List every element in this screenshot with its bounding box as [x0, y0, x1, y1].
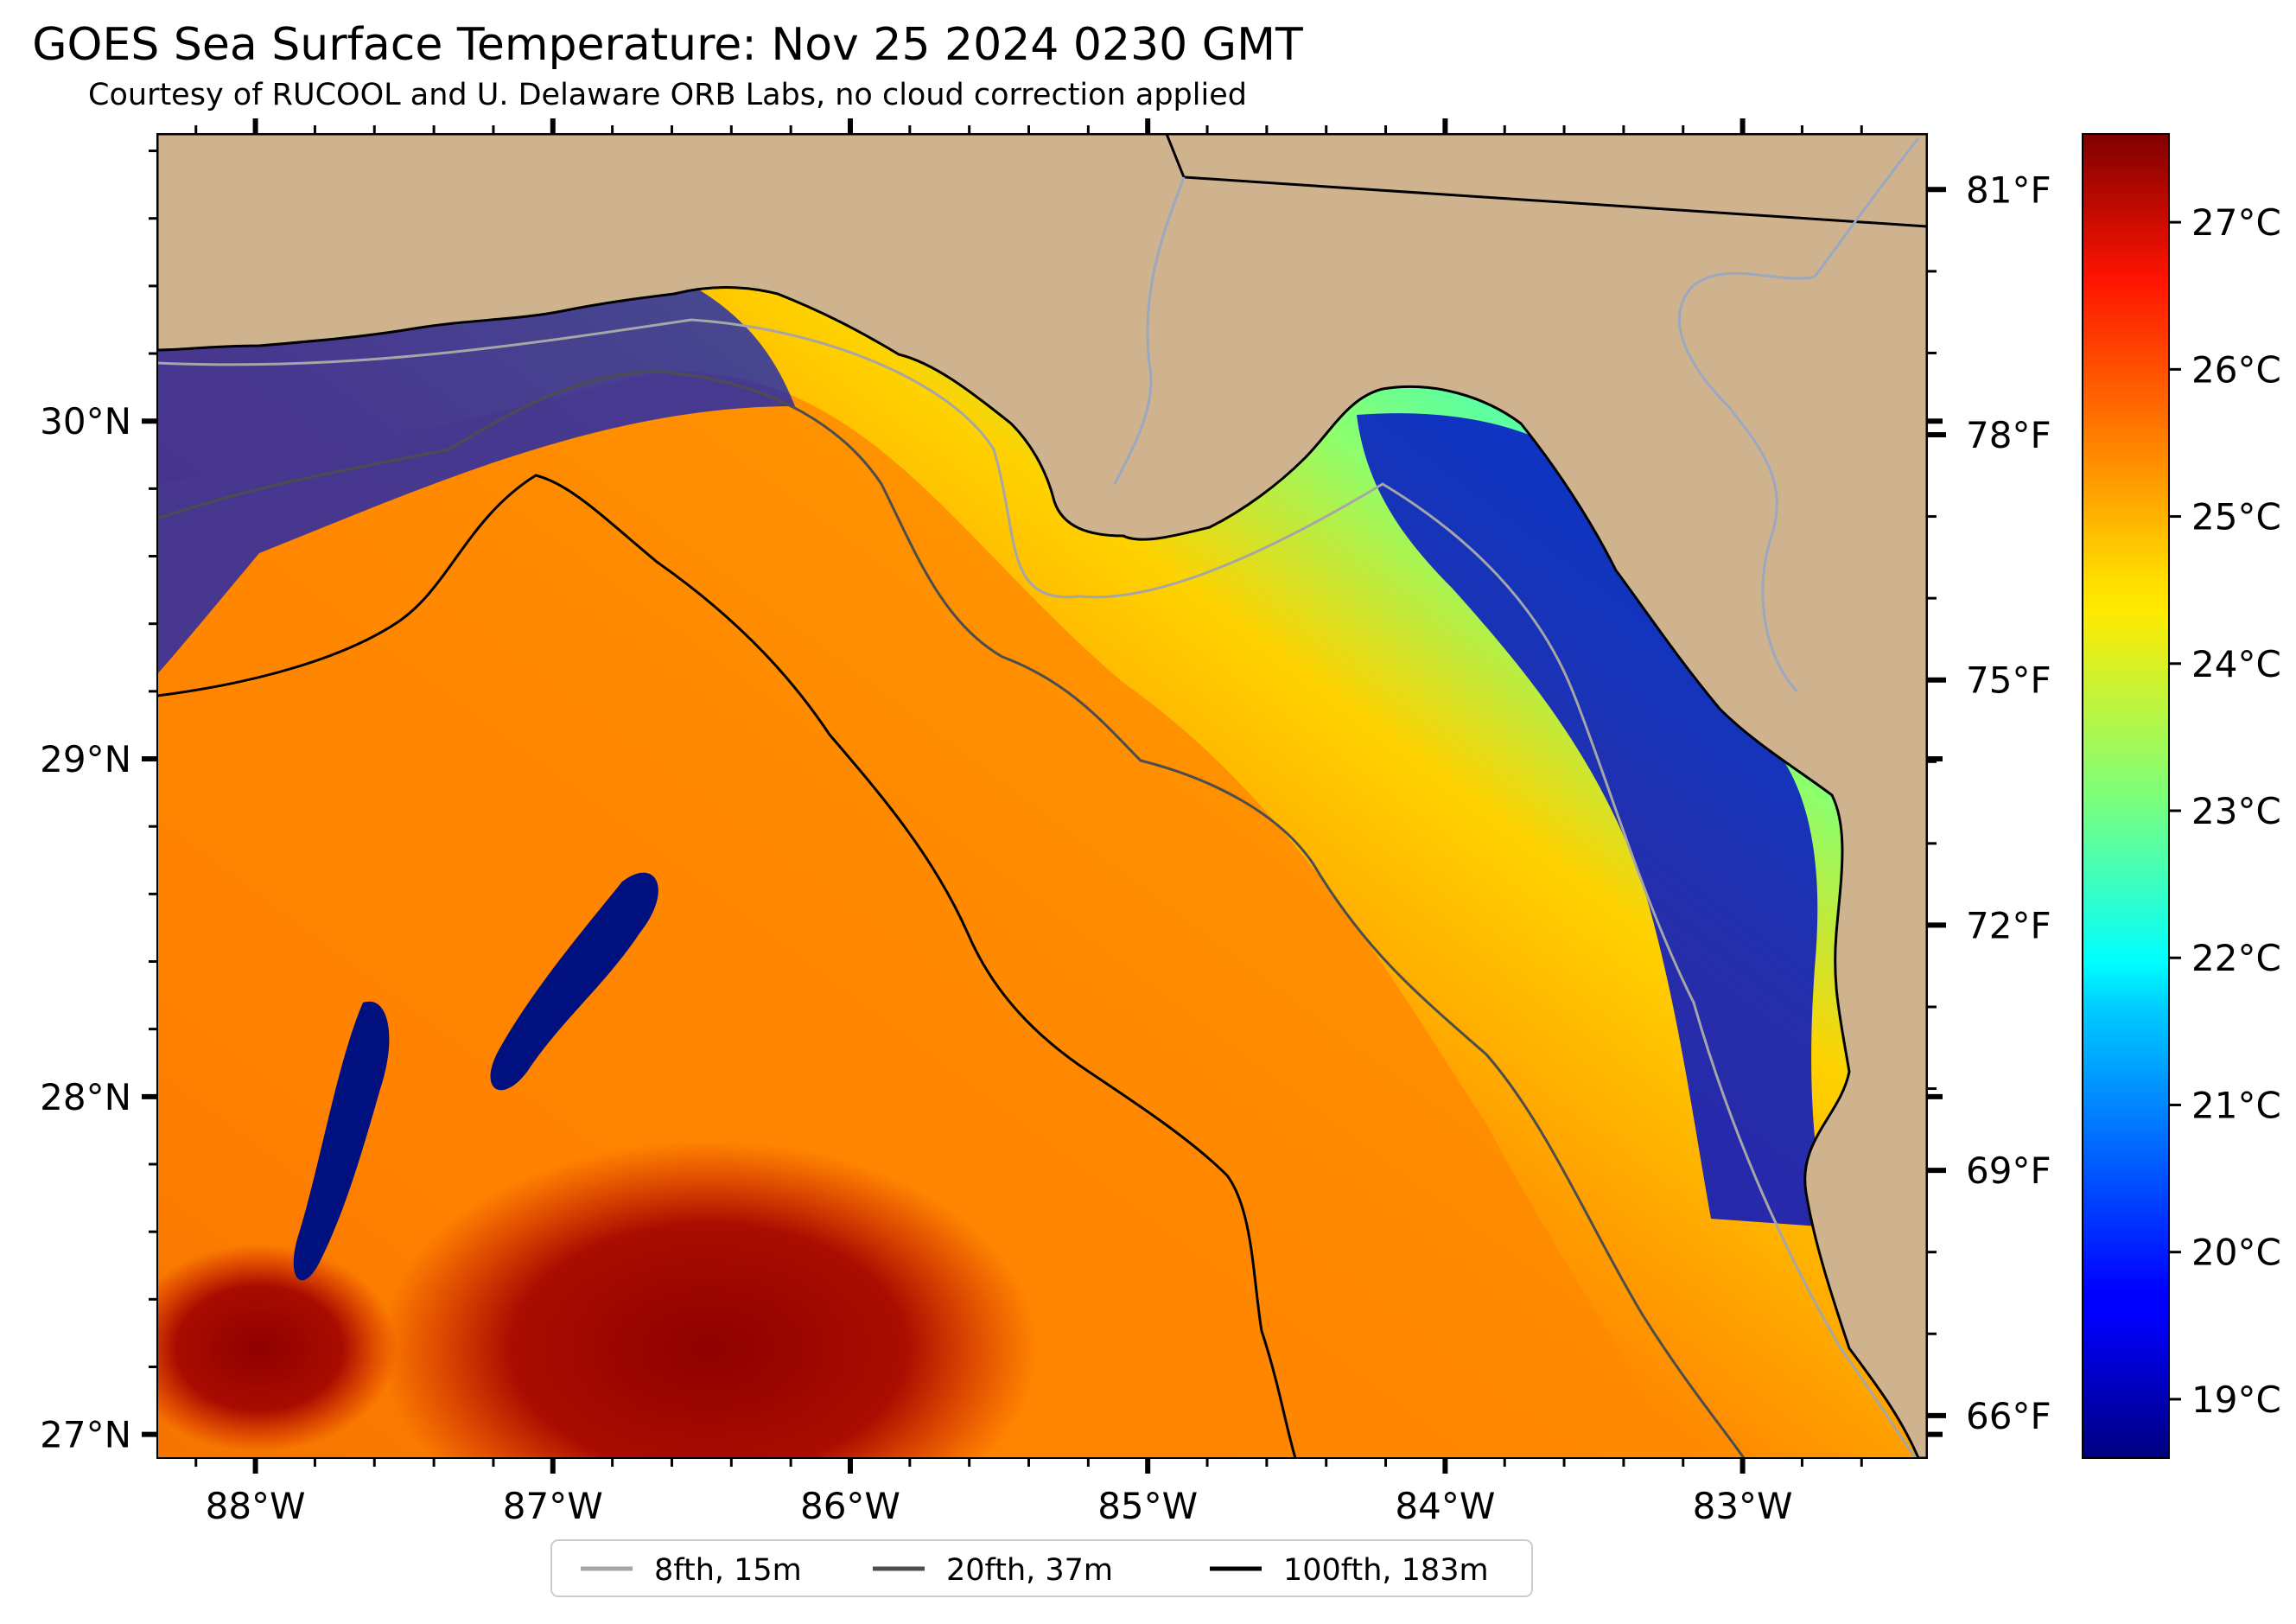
contour-100fth — [157, 474, 1297, 1458]
lon-tick-label: 84°W — [1395, 1485, 1495, 1527]
fahrenheit-tick-label: 69°F — [1966, 1150, 2051, 1192]
colorbar-tick-label: 23°C — [2191, 790, 2281, 832]
cool-filament — [293, 1001, 390, 1281]
coastal-cool-west — [157, 285, 795, 674]
lat-tick-label: 27°N — [40, 1414, 131, 1456]
lon-tick-label: 87°W — [503, 1485, 603, 1527]
coastal-cool-east — [1357, 413, 1832, 1228]
lon-tick-label: 85°W — [1097, 1485, 1198, 1527]
land-mass — [157, 134, 1927, 1458]
colorbar-tick-label: 26°C — [2191, 348, 2281, 391]
colorbar-tick-label: 25°C — [2191, 496, 2281, 538]
lat-tick-label: 30°N — [40, 400, 131, 443]
map-frame — [156, 133, 1928, 1459]
colorbar-tick-label: 21°C — [2191, 1084, 2281, 1126]
legend-label: 100fth, 183m — [1283, 1553, 1489, 1588]
colorbar-tick-label: 22°C — [2191, 937, 2281, 979]
river — [1677, 137, 1920, 693]
fahrenheit-tick-label: 81°F — [1966, 169, 2051, 211]
lon-tick-label: 83°W — [1693, 1485, 1793, 1527]
lon-tick-label: 86°W — [800, 1485, 900, 1527]
map-axes: 88°W 87°W 86°W 85°W 84°W 83°W 30°N 29°N 28°N 27°N… — [40, 118, 2051, 1527]
legend-box — [550, 1539, 1533, 1597]
colorbar-tick-label: 24°C — [2191, 643, 2281, 685]
lat-tick-label: 29°N — [40, 738, 131, 780]
chart-title: GOES Sea Surface Temperature: Nov 25 202… — [32, 19, 1303, 71]
legend: 8fth, 15m 20fth, 37m 100fth, 183m — [550, 1539, 1533, 1597]
fahrenheit-tick-label: 75°F — [1966, 659, 2051, 702]
colorbar — [2082, 133, 2170, 1459]
fahrenheit-tick-label: 66°F — [1966, 1395, 2051, 1437]
chart-subtitle: Courtesy of RUCOOL and U. Delaware ORB L… — [88, 78, 1247, 112]
contour-8fth — [157, 318, 1918, 1458]
map-area — [157, 134, 1927, 1458]
cool-filament — [490, 872, 658, 1091]
lat-tick-label: 28°N — [40, 1076, 131, 1118]
legend-label: 8fth, 15m — [654, 1553, 802, 1588]
warm-core-west — [157, 1245, 398, 1452]
colorbar-tick-label: 20°C — [2191, 1232, 2281, 1274]
warm-core — [380, 1141, 1037, 1458]
fahrenheit-tick-label: 72°F — [1966, 904, 2051, 946]
colorbar-tick-label: 27°C — [2191, 201, 2281, 244]
contour-20fth — [157, 370, 1746, 1458]
lon-tick-label: 88°W — [206, 1485, 306, 1527]
river — [1113, 176, 1186, 485]
fahrenheit-tick-label: 78°F — [1966, 414, 2051, 456]
colorbar-ticks: 27°C 26°C 25°C 24°C 23°C 22°C 21°C 20°C 19°C — [2169, 201, 2281, 1421]
colorbar-tick-label: 19°C — [2191, 1379, 2281, 1421]
legend-label: 20fth, 37m — [946, 1553, 1113, 1588]
